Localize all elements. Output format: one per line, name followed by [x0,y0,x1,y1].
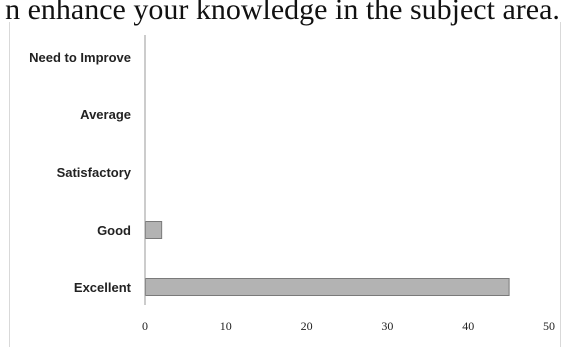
bar-excellent [145,278,510,296]
category-label-need-to-improve: Need to Improve [29,50,131,65]
category-label-excellent: Excellent [74,280,132,295]
category-label-good: Good [97,223,131,238]
chart-frame-right [560,22,561,347]
category-labels-layer: Need to Improve Average Satisfactory Good Ex… [29,50,132,295]
chart-frame-left [9,22,10,347]
x-tick-label-10: 10 [220,319,232,333]
x-tick-label-50: 50 [543,319,555,333]
category-label-satisfactory: Satisfactory [57,165,132,180]
bars-layer [145,221,510,296]
category-label-average: Average [80,107,131,122]
x-tick-labels-layer: 0 10 20 30 40 50 [142,319,555,333]
x-tick-label-40: 40 [462,319,474,333]
cropped-heading-text: n enhance your knowledge in the subject … [5,0,560,26]
x-tick-label-30: 30 [381,319,393,333]
x-tick-label-0: 0 [142,319,148,333]
x-tick-label-20: 20 [301,319,313,333]
bar-good [145,221,163,239]
